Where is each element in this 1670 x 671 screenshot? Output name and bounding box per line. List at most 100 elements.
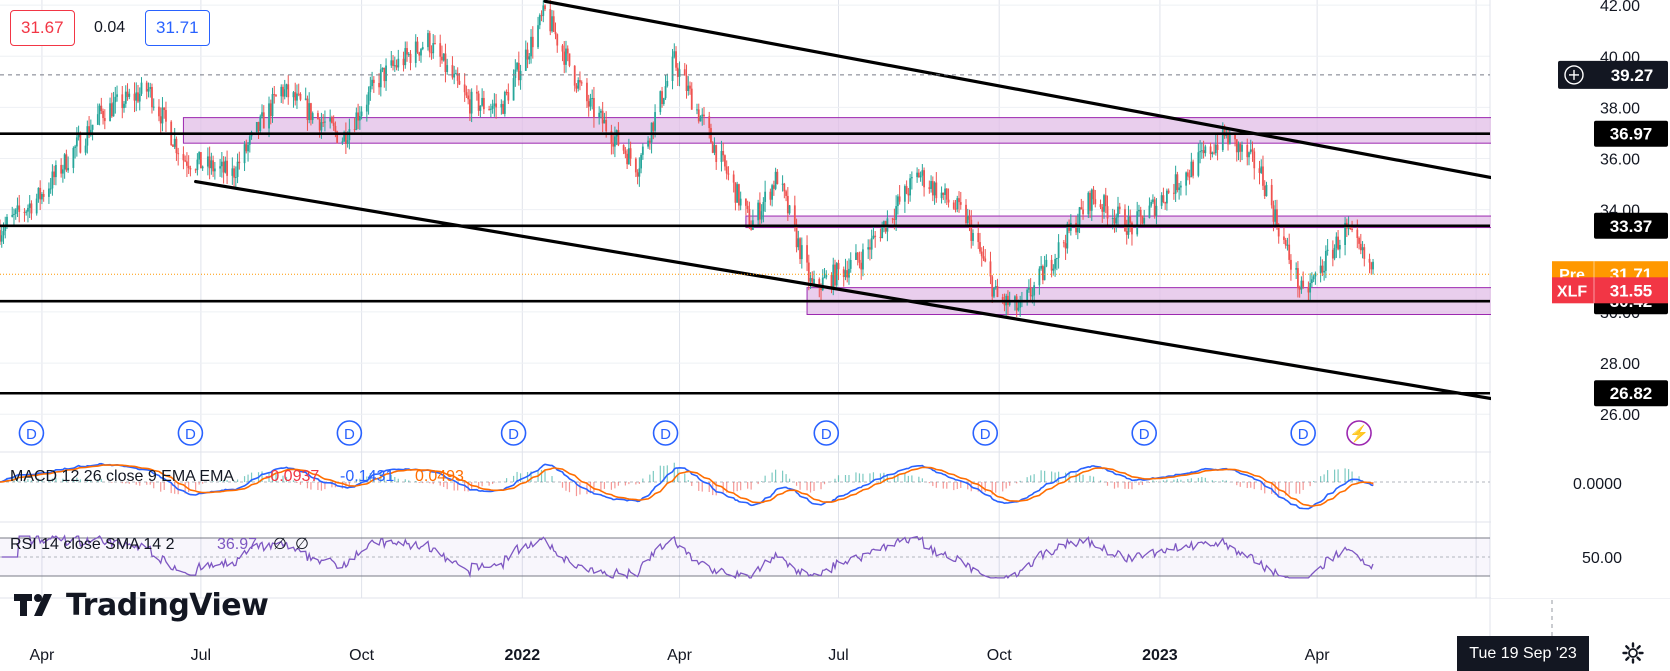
candle-body xyxy=(724,155,726,167)
bid-price-box[interactable]: 31.67 xyxy=(10,10,75,46)
candle-body xyxy=(1099,204,1102,208)
candle-body xyxy=(114,96,117,103)
candle-body xyxy=(28,203,31,208)
candle-body xyxy=(641,146,644,155)
candle-body xyxy=(371,79,373,87)
candle-body xyxy=(123,103,125,109)
candle-body xyxy=(1200,150,1203,152)
candle-body xyxy=(177,153,180,155)
dividend-marker[interactable]: D xyxy=(18,420,45,446)
candle-body xyxy=(1129,216,1132,223)
candle-body xyxy=(566,48,569,54)
dividend-marker[interactable]: D xyxy=(652,420,679,446)
candle-body xyxy=(956,198,959,210)
candle-body xyxy=(1174,174,1177,194)
time-scale[interactable]: AprJulOct2022AprJulOct2023AprJul xyxy=(29,647,1486,664)
candle-body xyxy=(357,112,360,121)
candle-body xyxy=(1141,215,1144,224)
event-markers-layer[interactable]: D D D D D D D D D ⚡ xyxy=(18,420,1372,446)
dividend-marker[interactable]: D xyxy=(500,420,527,446)
candle-body xyxy=(0,235,3,242)
candle-body xyxy=(1211,152,1214,155)
candle-body xyxy=(928,187,931,189)
candle-body xyxy=(1092,189,1095,200)
gear-icon[interactable] xyxy=(1622,642,1644,664)
candle-body xyxy=(172,145,174,147)
candle-body xyxy=(727,173,730,175)
candle-body xyxy=(745,198,747,206)
dividend-icon xyxy=(18,420,45,446)
candle-body xyxy=(947,199,950,203)
candle-body xyxy=(1248,152,1250,158)
candle-body xyxy=(465,92,468,96)
candle-body xyxy=(1152,199,1154,202)
candle-body xyxy=(285,84,288,90)
candle-body xyxy=(470,91,473,114)
candle-body xyxy=(453,73,456,78)
candle-body xyxy=(502,103,504,114)
earnings-marker[interactable]: ⚡ xyxy=(1346,420,1372,446)
candle-body xyxy=(261,112,263,117)
candle-body xyxy=(96,114,99,125)
candle-body xyxy=(23,211,26,213)
dividend-marker[interactable]: D xyxy=(972,420,999,446)
candle-body xyxy=(262,112,265,129)
candle-body xyxy=(634,158,637,173)
dividend-marker[interactable]: D xyxy=(1131,420,1157,446)
candle-body xyxy=(331,117,333,123)
candle-body xyxy=(666,80,669,87)
candle-body xyxy=(1166,190,1168,204)
ask-price-box[interactable]: 31.71 xyxy=(145,10,210,46)
candle-body xyxy=(530,36,532,57)
candle-body xyxy=(617,130,620,146)
candle-body xyxy=(126,91,129,97)
candle-body xyxy=(121,94,124,109)
candle-body xyxy=(1274,209,1277,222)
candle-body xyxy=(846,270,849,278)
candle-body xyxy=(514,69,517,79)
dividend-marker[interactable]: D xyxy=(1290,420,1316,446)
candle-body xyxy=(503,91,506,114)
macd-axis-label: 0.0000 xyxy=(1573,476,1622,493)
candle-body xyxy=(102,110,104,119)
candle-body xyxy=(1017,307,1020,311)
candle-body xyxy=(369,86,372,93)
candle-body xyxy=(879,236,882,238)
dividend-marker[interactable]: D xyxy=(813,420,840,446)
candles-layer xyxy=(0,0,1374,318)
candle-body xyxy=(771,185,774,200)
macd-line-value: -0.1431 xyxy=(340,468,394,485)
candle-body xyxy=(958,198,960,203)
candle-body xyxy=(72,147,75,168)
candle-body xyxy=(687,85,690,91)
price-zone xyxy=(182,117,1627,144)
candle-body xyxy=(212,160,215,172)
candle-body xyxy=(234,176,237,178)
candle-body xyxy=(226,160,228,176)
time-tick-label: Jul xyxy=(191,647,211,664)
candle-body xyxy=(909,178,912,196)
candle-body xyxy=(1082,209,1084,215)
candle-body xyxy=(626,153,629,165)
dividend-marker[interactable]: D xyxy=(177,420,204,446)
candle-body xyxy=(196,159,199,170)
candle-body xyxy=(544,5,546,10)
candle-body xyxy=(1080,207,1083,210)
candle-body xyxy=(1185,172,1188,186)
candle-body xyxy=(821,277,824,290)
candle-body xyxy=(372,79,375,83)
candle-body xyxy=(444,53,447,73)
candle-body xyxy=(479,105,482,111)
candle-body xyxy=(255,121,258,133)
candle-body xyxy=(355,112,358,130)
candle-body xyxy=(1227,133,1229,145)
candle-body xyxy=(54,164,57,178)
dividend-marker[interactable]: D xyxy=(336,420,363,446)
add-alert-button[interactable] xyxy=(1564,65,1584,85)
price-scale[interactable]: 42.0040.0038.0036.0034.0030.0028.0026.00… xyxy=(1491,0,1670,598)
candle-body xyxy=(25,211,28,213)
event-marker-label: D xyxy=(980,426,991,443)
candle-body xyxy=(1359,243,1362,251)
candle-body xyxy=(173,138,176,147)
